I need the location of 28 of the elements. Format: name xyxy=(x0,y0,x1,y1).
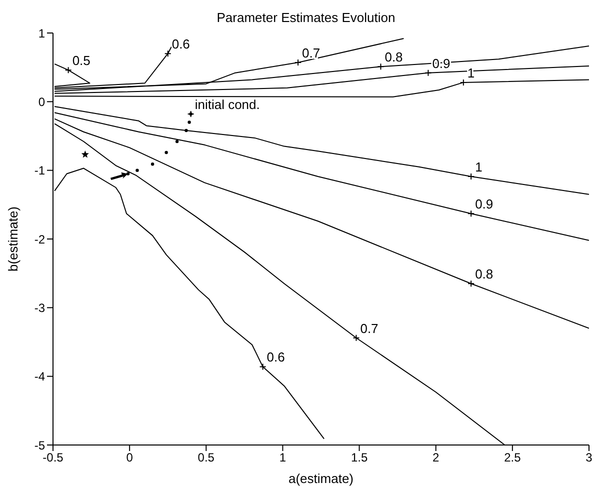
y-tick-label: 0 xyxy=(38,94,46,109)
x-tick-label: 0 xyxy=(126,450,134,465)
y-axis-title: b(estimate) xyxy=(6,206,21,272)
x-tick-label: 2 xyxy=(432,450,440,465)
y-tick-label: -4 xyxy=(34,370,46,384)
annotation: 0.5 xyxy=(72,53,90,68)
annotation: 0.8 xyxy=(384,50,403,65)
x-tick-label: -0.5 xyxy=(42,450,64,465)
chart-title: Parameter Estimates Evolution xyxy=(216,9,396,27)
annotation: 0.8 xyxy=(475,266,494,282)
annotation: 1 xyxy=(475,160,482,175)
x-axis-title: a(estimate) xyxy=(288,471,354,486)
y-tick-label: 1 xyxy=(38,26,46,40)
annotation: initial cond. xyxy=(194,97,260,112)
y-tick-label: -3 xyxy=(34,300,46,315)
x-tick-label: 0.5 xyxy=(198,450,215,465)
x-tick-label: 1 xyxy=(279,450,286,465)
annotation: 0.7 xyxy=(302,46,320,61)
annotation: 0.6 xyxy=(172,36,190,52)
annotation: 0.7 xyxy=(360,320,378,336)
annotation: 0.9 xyxy=(475,196,494,212)
y-tick-label: -2 xyxy=(34,232,46,246)
x-tick-label: 1.5 xyxy=(350,450,368,465)
y-tick-label: -5 xyxy=(34,438,46,452)
annotation: 0.6 xyxy=(266,350,285,365)
y-tick-label: -1 xyxy=(34,164,46,178)
x-tick-label: 2.5 xyxy=(504,450,522,465)
x-tick-label: 3 xyxy=(586,450,593,465)
